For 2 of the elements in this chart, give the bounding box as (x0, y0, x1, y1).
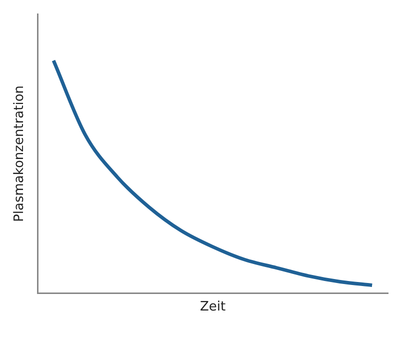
x-axis-title: Zeit (200, 300, 226, 315)
y-axis-title: Plasmakonzentration (12, 85, 28, 222)
